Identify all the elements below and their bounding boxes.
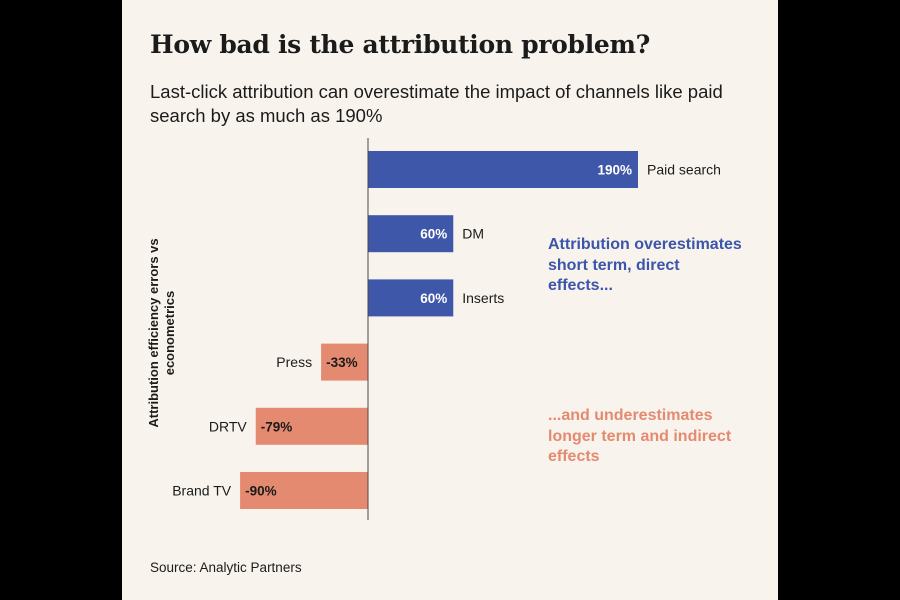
bar-drtv xyxy=(255,407,368,445)
data-label-paid-search: 190% xyxy=(597,163,632,178)
category-label-press: Press xyxy=(276,354,312,370)
category-label-drtv: DRTV xyxy=(209,418,248,434)
category-label-brand-tv: Brand TV xyxy=(172,483,232,499)
category-label-inserts: Inserts xyxy=(462,290,504,306)
overestimate-annotation: Attribution overestimates short term, di… xyxy=(548,236,742,294)
y-axis-label-line-1: Attribution efficiency errors vs xyxy=(146,238,161,428)
source-note: Source: Analytic Partners xyxy=(150,560,302,575)
data-label-press: -33% xyxy=(326,355,358,370)
bar-dm xyxy=(368,215,454,253)
chart-title: How bad is the attribution problem? xyxy=(150,30,651,59)
data-label-inserts: 60% xyxy=(420,291,447,306)
category-label-paid-search: Paid search xyxy=(647,162,721,178)
y-axis-label-line-2: econometrics xyxy=(162,290,177,376)
bar-press xyxy=(321,343,368,381)
data-label-drtv: -79% xyxy=(261,419,293,434)
data-label-dm: 60% xyxy=(420,227,447,242)
data-label-brand-tv: -90% xyxy=(245,484,277,499)
chart-subtitle: Last-click attribution can overestimate … xyxy=(150,81,723,126)
bar-paid-search xyxy=(368,151,638,188)
underestimate-annotation: ...and underestimates longer term and in… xyxy=(548,407,732,465)
bar-inserts xyxy=(368,279,454,317)
bar-brand-tv xyxy=(240,472,368,509)
category-label-dm: DM xyxy=(462,226,484,242)
